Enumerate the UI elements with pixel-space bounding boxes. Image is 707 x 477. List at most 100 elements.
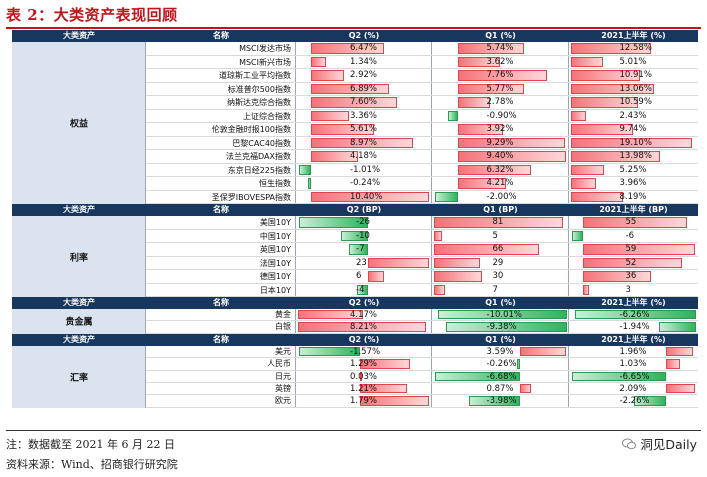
- value-cell-q2: 1.79%: [296, 395, 432, 407]
- value-cell-q2: -0.24%: [296, 177, 432, 190]
- asset-name: 英国10Y: [146, 243, 296, 256]
- value-text: -1.57%: [350, 346, 381, 357]
- asset-name: 人民币: [146, 358, 296, 370]
- value-text: -0.24%: [350, 178, 381, 188]
- negative-bar: [349, 244, 368, 255]
- section-header: 大类资产 名称 Q2 (%) Q1 (%) 2021上半年 (%): [12, 333, 698, 346]
- positive-bar: [457, 56, 500, 67]
- section-2: 大类资产 名称 Q2 (%) Q1 (%) 2021上半年 (%) 贵金属 黄金 4.17% -…: [12, 297, 698, 334]
- table-row: 中国10Y -10 5 -6: [146, 229, 698, 243]
- table-row: 纳斯达克综合指数 7.60% 2.78% 10.59%: [146, 96, 698, 110]
- value-cell-h1: 9.74%: [569, 123, 698, 136]
- negative-bar: [438, 310, 567, 320]
- value-text: 5.61%: [350, 124, 378, 134]
- table-row: 法国10Y 23 29 52: [146, 256, 698, 270]
- negative-bar: [446, 322, 567, 332]
- value-cell-q2: 8.97%: [296, 136, 432, 149]
- table-row: 白银 8.21% -9.38% -1.94%: [146, 321, 698, 334]
- positive-bar: [520, 346, 566, 357]
- value-cell-q1: 5.77%: [432, 82, 569, 95]
- header-cell: Q1 (%): [485, 31, 516, 40]
- value-text: 3.36%: [350, 110, 378, 121]
- positive-bar: [571, 178, 597, 189]
- positive-bar: [457, 164, 531, 175]
- positive-bar: [298, 310, 363, 320]
- value-cell-q1: 66: [432, 243, 569, 256]
- positive-bar: [457, 151, 566, 162]
- footer-rule: [6, 430, 701, 431]
- asset-name: 圣保罗IBOVESPA指数: [146, 190, 296, 203]
- value-cell-q1: 3.59%: [432, 345, 569, 358]
- positive-bar: [359, 371, 362, 381]
- positive-bar: [571, 83, 654, 94]
- positive-bar: [571, 110, 587, 121]
- value-cell-h1: 52: [569, 257, 698, 270]
- table-row: MSCI发达市场 6.47% 5.74% 12.58%: [146, 42, 698, 56]
- asset-name: 德国10Y: [146, 270, 296, 283]
- value-cell-q1: -10.01%: [432, 309, 569, 321]
- header-cell: 大类资产: [63, 334, 95, 344]
- negative-bar: [435, 191, 458, 202]
- value-cell-q1: -9.38%: [432, 321, 569, 333]
- positive-bar: [583, 271, 652, 282]
- header-cell: Q2 (BP): [346, 205, 382, 214]
- header-cell: 2021上半年 (%): [601, 298, 666, 307]
- value-text: 10.91%: [619, 70, 652, 80]
- value-text: 55: [625, 217, 637, 227]
- value-cell-q1: 3.62%: [432, 55, 569, 68]
- negative-bar: [341, 230, 368, 241]
- table-row: 恒生指数 -0.24% 4.21% 3.96%: [146, 177, 698, 191]
- value-cell-q2: 5.61%: [296, 123, 432, 136]
- asset-name: 黄金: [146, 309, 296, 321]
- value-text: -6.26%: [619, 310, 650, 320]
- value-cell-q1: 5: [432, 229, 569, 242]
- value-text: 30: [492, 271, 504, 281]
- positive-bar: [359, 359, 410, 369]
- value-text: 6: [356, 271, 362, 281]
- asset-name: 中国10Y: [146, 229, 296, 242]
- asset-name: MSCI发达市场: [146, 42, 296, 55]
- table-row: 东京日经225指数 -1.01% 6.32% 5.25%: [146, 163, 698, 177]
- value-text: 7: [492, 284, 498, 295]
- value-cell-q1: 9.29%: [432, 136, 569, 149]
- category-cell: 贵金属: [12, 309, 146, 334]
- value-text: 52: [625, 257, 637, 268]
- value-cell-h1: 10.91%: [569, 69, 698, 82]
- value-text: 4.18%: [350, 151, 378, 161]
- positive-bar: [583, 244, 695, 255]
- value-cell-q2: 23: [296, 256, 432, 269]
- section-header: 大类资产 名称 Q2 (%) Q1 (%) 2021上半年 (%): [12, 297, 698, 309]
- positive-bar: [310, 191, 429, 202]
- value-text: 23: [356, 257, 367, 268]
- positive-bar: [571, 43, 651, 54]
- value-text: 59: [625, 244, 637, 254]
- positive-bar: [571, 151, 660, 162]
- watermark-text: 洞见Daily: [640, 437, 697, 452]
- asset-name: 道琼斯工业平均指数: [146, 69, 296, 82]
- value-cell-q2: 6.47%: [296, 42, 432, 55]
- positive-bar: [298, 322, 426, 332]
- value-text: 10.59%: [619, 97, 652, 107]
- value-text: 9.40%: [486, 151, 514, 161]
- value-text: 2.78%: [486, 97, 514, 107]
- asset-name: 纳斯达克综合指数: [146, 96, 296, 109]
- value-text: -7: [356, 244, 365, 254]
- positive-bar: [571, 56, 603, 67]
- value-cell-h1: 2.09%: [569, 383, 698, 394]
- negative-bar: [516, 359, 521, 369]
- value-text: -3.98%: [486, 396, 517, 407]
- value-cell-q2: 1.21%: [296, 382, 432, 395]
- table-row: 欧元 1.79% -3.98% -2.26%: [146, 395, 698, 408]
- positive-bar: [571, 97, 639, 108]
- value-cell-q2: -10: [296, 229, 432, 242]
- value-cell-q2: 10.40%: [296, 190, 432, 203]
- negative-bar: [299, 164, 311, 175]
- table-row: 英国10Y -7 66 59: [146, 243, 698, 257]
- positive-bar: [571, 164, 605, 175]
- value-cell-q1: -3.98%: [432, 395, 569, 407]
- table-row: 上证综合指数 3.36% -0.90% 2.43%: [146, 109, 698, 123]
- positive-bar: [367, 271, 384, 282]
- value-cell-q2: 3.36%: [296, 109, 432, 122]
- value-text: 4.21%: [486, 178, 514, 188]
- positive-bar: [571, 191, 623, 202]
